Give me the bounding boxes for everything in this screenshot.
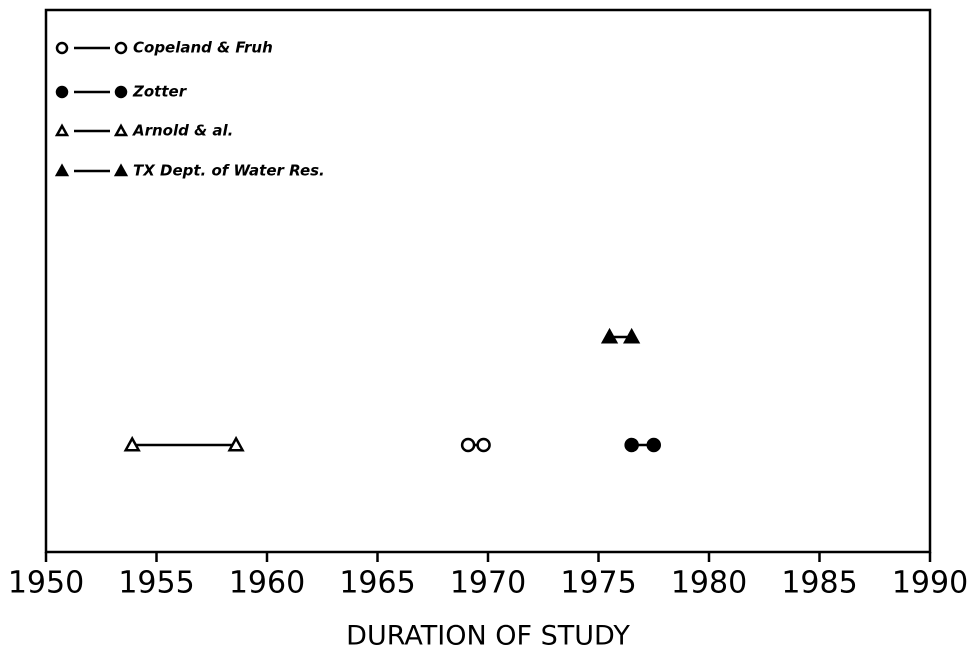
x-tick-label: 1985 <box>781 566 857 601</box>
marker <box>600 327 619 344</box>
x-tick-label: 1965 <box>339 566 415 601</box>
marker <box>123 435 141 452</box>
marker <box>624 437 639 453</box>
x-tick-label: 1970 <box>450 566 526 601</box>
marker <box>55 85 69 99</box>
marker <box>460 437 476 453</box>
marker <box>54 163 70 177</box>
marker <box>113 123 129 137</box>
legend-text: TX Dept. of Water Res. <box>133 162 325 180</box>
marker <box>114 85 128 99</box>
marker <box>476 437 491 453</box>
marker <box>227 435 245 452</box>
marker <box>646 437 661 453</box>
legend-text: Arnold & al. <box>132 122 233 140</box>
marker <box>623 327 641 344</box>
x-tick-label: 1990 <box>892 566 968 601</box>
marker <box>54 123 70 137</box>
x-tick-label: 1960 <box>229 566 305 601</box>
legend-text: Zotter <box>132 83 188 101</box>
x-tick-label: 1975 <box>560 566 636 601</box>
legend-text: Copeland & Fruh <box>133 39 273 57</box>
x-tick-label: 1950 <box>8 566 84 601</box>
x-axis-label: DURATION OF STUDY <box>346 621 630 652</box>
marker <box>113 163 129 177</box>
x-tick-label: 1980 <box>671 566 747 601</box>
marker <box>55 41 69 55</box>
marker <box>114 41 128 55</box>
x-tick-label: 1955 <box>118 566 194 601</box>
